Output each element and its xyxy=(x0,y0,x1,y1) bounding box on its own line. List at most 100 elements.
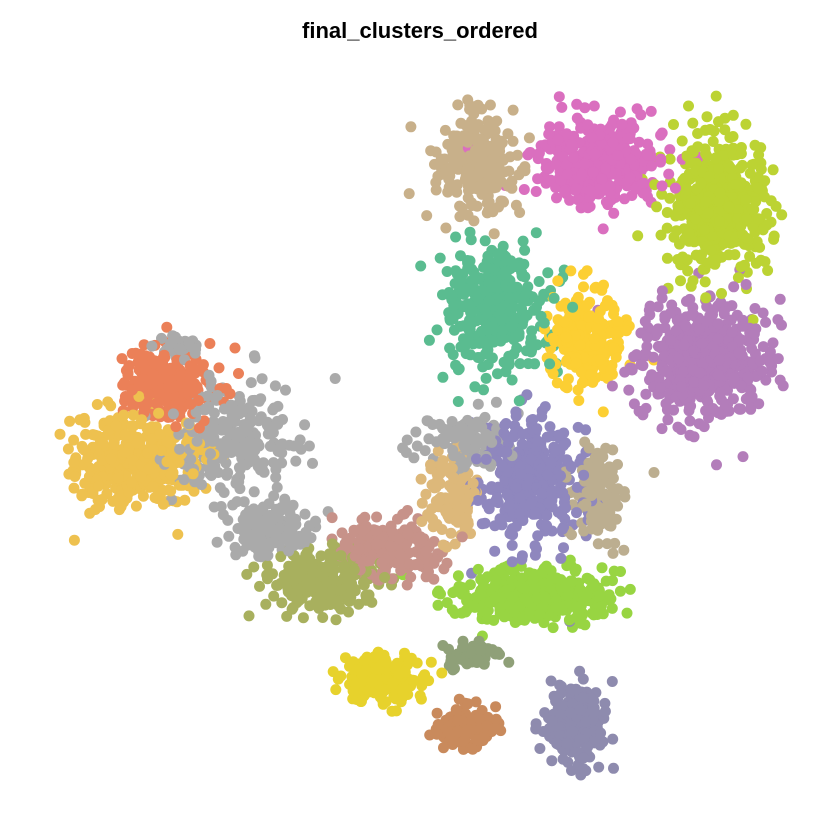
cluster-1-point xyxy=(619,193,630,205)
cluster-9-point xyxy=(420,545,432,557)
cluster-3-point xyxy=(448,324,460,336)
cluster-6-point xyxy=(571,481,583,493)
cluster-2-point xyxy=(747,221,759,233)
cluster-10-point xyxy=(621,607,633,619)
cluster-4-point xyxy=(578,352,590,364)
cluster-6-point xyxy=(553,429,565,441)
cluster-6-point xyxy=(499,474,511,486)
cluster-5-point xyxy=(623,384,635,396)
cluster-2-point xyxy=(682,265,694,277)
cluster-18-point xyxy=(260,598,272,610)
cluster-1-point xyxy=(664,144,676,156)
cluster-2-point xyxy=(687,117,699,129)
cluster-18-point xyxy=(301,547,313,558)
cluster-1-point xyxy=(566,139,578,151)
cluster-2-point xyxy=(752,182,764,194)
cluster-18-point xyxy=(275,551,287,563)
cluster-3-point xyxy=(434,252,446,264)
cluster-19-point xyxy=(397,689,409,701)
cluster-14-point xyxy=(277,414,288,425)
cluster-14-point xyxy=(264,440,276,452)
cluster-11-point xyxy=(503,656,515,668)
cluster-2-point xyxy=(755,163,767,175)
cluster-5-point xyxy=(647,351,659,363)
cluster-1-point xyxy=(557,150,569,162)
cluster-16-point xyxy=(408,452,420,464)
cluster-21-point xyxy=(599,705,611,717)
cluster-19-point xyxy=(407,674,419,686)
cluster-20-point xyxy=(470,696,482,708)
cluster-18-point xyxy=(243,610,255,622)
cluster-16-point xyxy=(449,432,461,444)
cluster-7-point xyxy=(648,467,660,478)
cluster-10-point xyxy=(527,573,539,585)
cluster-2-point xyxy=(744,250,756,262)
cluster-6-point xyxy=(476,518,488,530)
cluster-3-point xyxy=(423,334,435,346)
cluster-0-point xyxy=(452,99,464,111)
cluster-7-point xyxy=(583,442,595,454)
cluster-0-point xyxy=(491,115,503,127)
cluster-3-point xyxy=(486,281,498,293)
cluster-14-point xyxy=(261,419,273,431)
cluster-5-point xyxy=(737,451,749,463)
cluster-3-point xyxy=(488,336,500,348)
cluster-14-point xyxy=(329,373,341,384)
cluster-2-point xyxy=(747,314,759,326)
cluster-8-point xyxy=(416,516,428,527)
cluster-2-point xyxy=(723,249,735,261)
cluster-5-point xyxy=(619,366,631,378)
cluster-10-point xyxy=(482,571,493,583)
cluster-21-point xyxy=(578,752,589,764)
cluster-13-point xyxy=(187,468,199,480)
cluster-4-point xyxy=(583,311,595,323)
cluster-13-point xyxy=(179,494,191,506)
cluster-0-point xyxy=(439,124,451,136)
cluster-5-point xyxy=(684,415,696,427)
cluster-13-point xyxy=(68,457,80,468)
cluster-18-point xyxy=(293,594,305,606)
cluster-15-point xyxy=(258,537,270,549)
cluster-13-point xyxy=(157,498,169,510)
cluster-4-point xyxy=(597,406,609,418)
cluster-0-point xyxy=(454,211,466,223)
cluster-5-point xyxy=(715,387,726,399)
cluster-0-point xyxy=(484,99,496,111)
cluster-8-point xyxy=(442,508,454,520)
cluster-19-point xyxy=(416,680,428,692)
cluster-4-point xyxy=(580,301,592,313)
cluster-13-point xyxy=(143,424,155,436)
cluster-19-point xyxy=(436,667,448,679)
cluster-1-point xyxy=(582,202,594,214)
cluster-3-point xyxy=(480,372,492,384)
cluster-10-point xyxy=(456,582,468,593)
cluster-16-point xyxy=(442,424,454,436)
cluster-14-point xyxy=(231,428,243,440)
cluster-19-point xyxy=(403,657,415,669)
cluster-12-point xyxy=(161,321,173,333)
cluster-19-point xyxy=(380,657,392,668)
cluster-10-point xyxy=(489,593,501,605)
cluster-10-point xyxy=(600,575,612,587)
cluster-6-point xyxy=(531,423,543,435)
cluster-6-point xyxy=(472,495,484,506)
cluster-7-point xyxy=(607,444,619,456)
cluster-2-point xyxy=(687,146,699,158)
cluster-2-point xyxy=(746,159,758,171)
cluster-12-point xyxy=(233,368,244,379)
cluster-18-point xyxy=(348,564,360,576)
cluster-5-point xyxy=(728,281,740,293)
cluster-13-point xyxy=(64,415,76,427)
cluster-2-point xyxy=(767,164,779,176)
cluster-6-point xyxy=(510,482,522,494)
cluster-3-point xyxy=(452,396,464,407)
cluster-13-point xyxy=(78,412,90,424)
cluster-7-point xyxy=(597,451,609,463)
cluster-10-point xyxy=(452,570,464,582)
cluster-2-point xyxy=(680,184,692,196)
cluster-6-point xyxy=(491,492,503,504)
cluster-19-point xyxy=(419,669,431,681)
cluster-20-point xyxy=(490,701,502,713)
cluster-8-point xyxy=(449,538,461,550)
cluster-3-point xyxy=(444,312,456,324)
